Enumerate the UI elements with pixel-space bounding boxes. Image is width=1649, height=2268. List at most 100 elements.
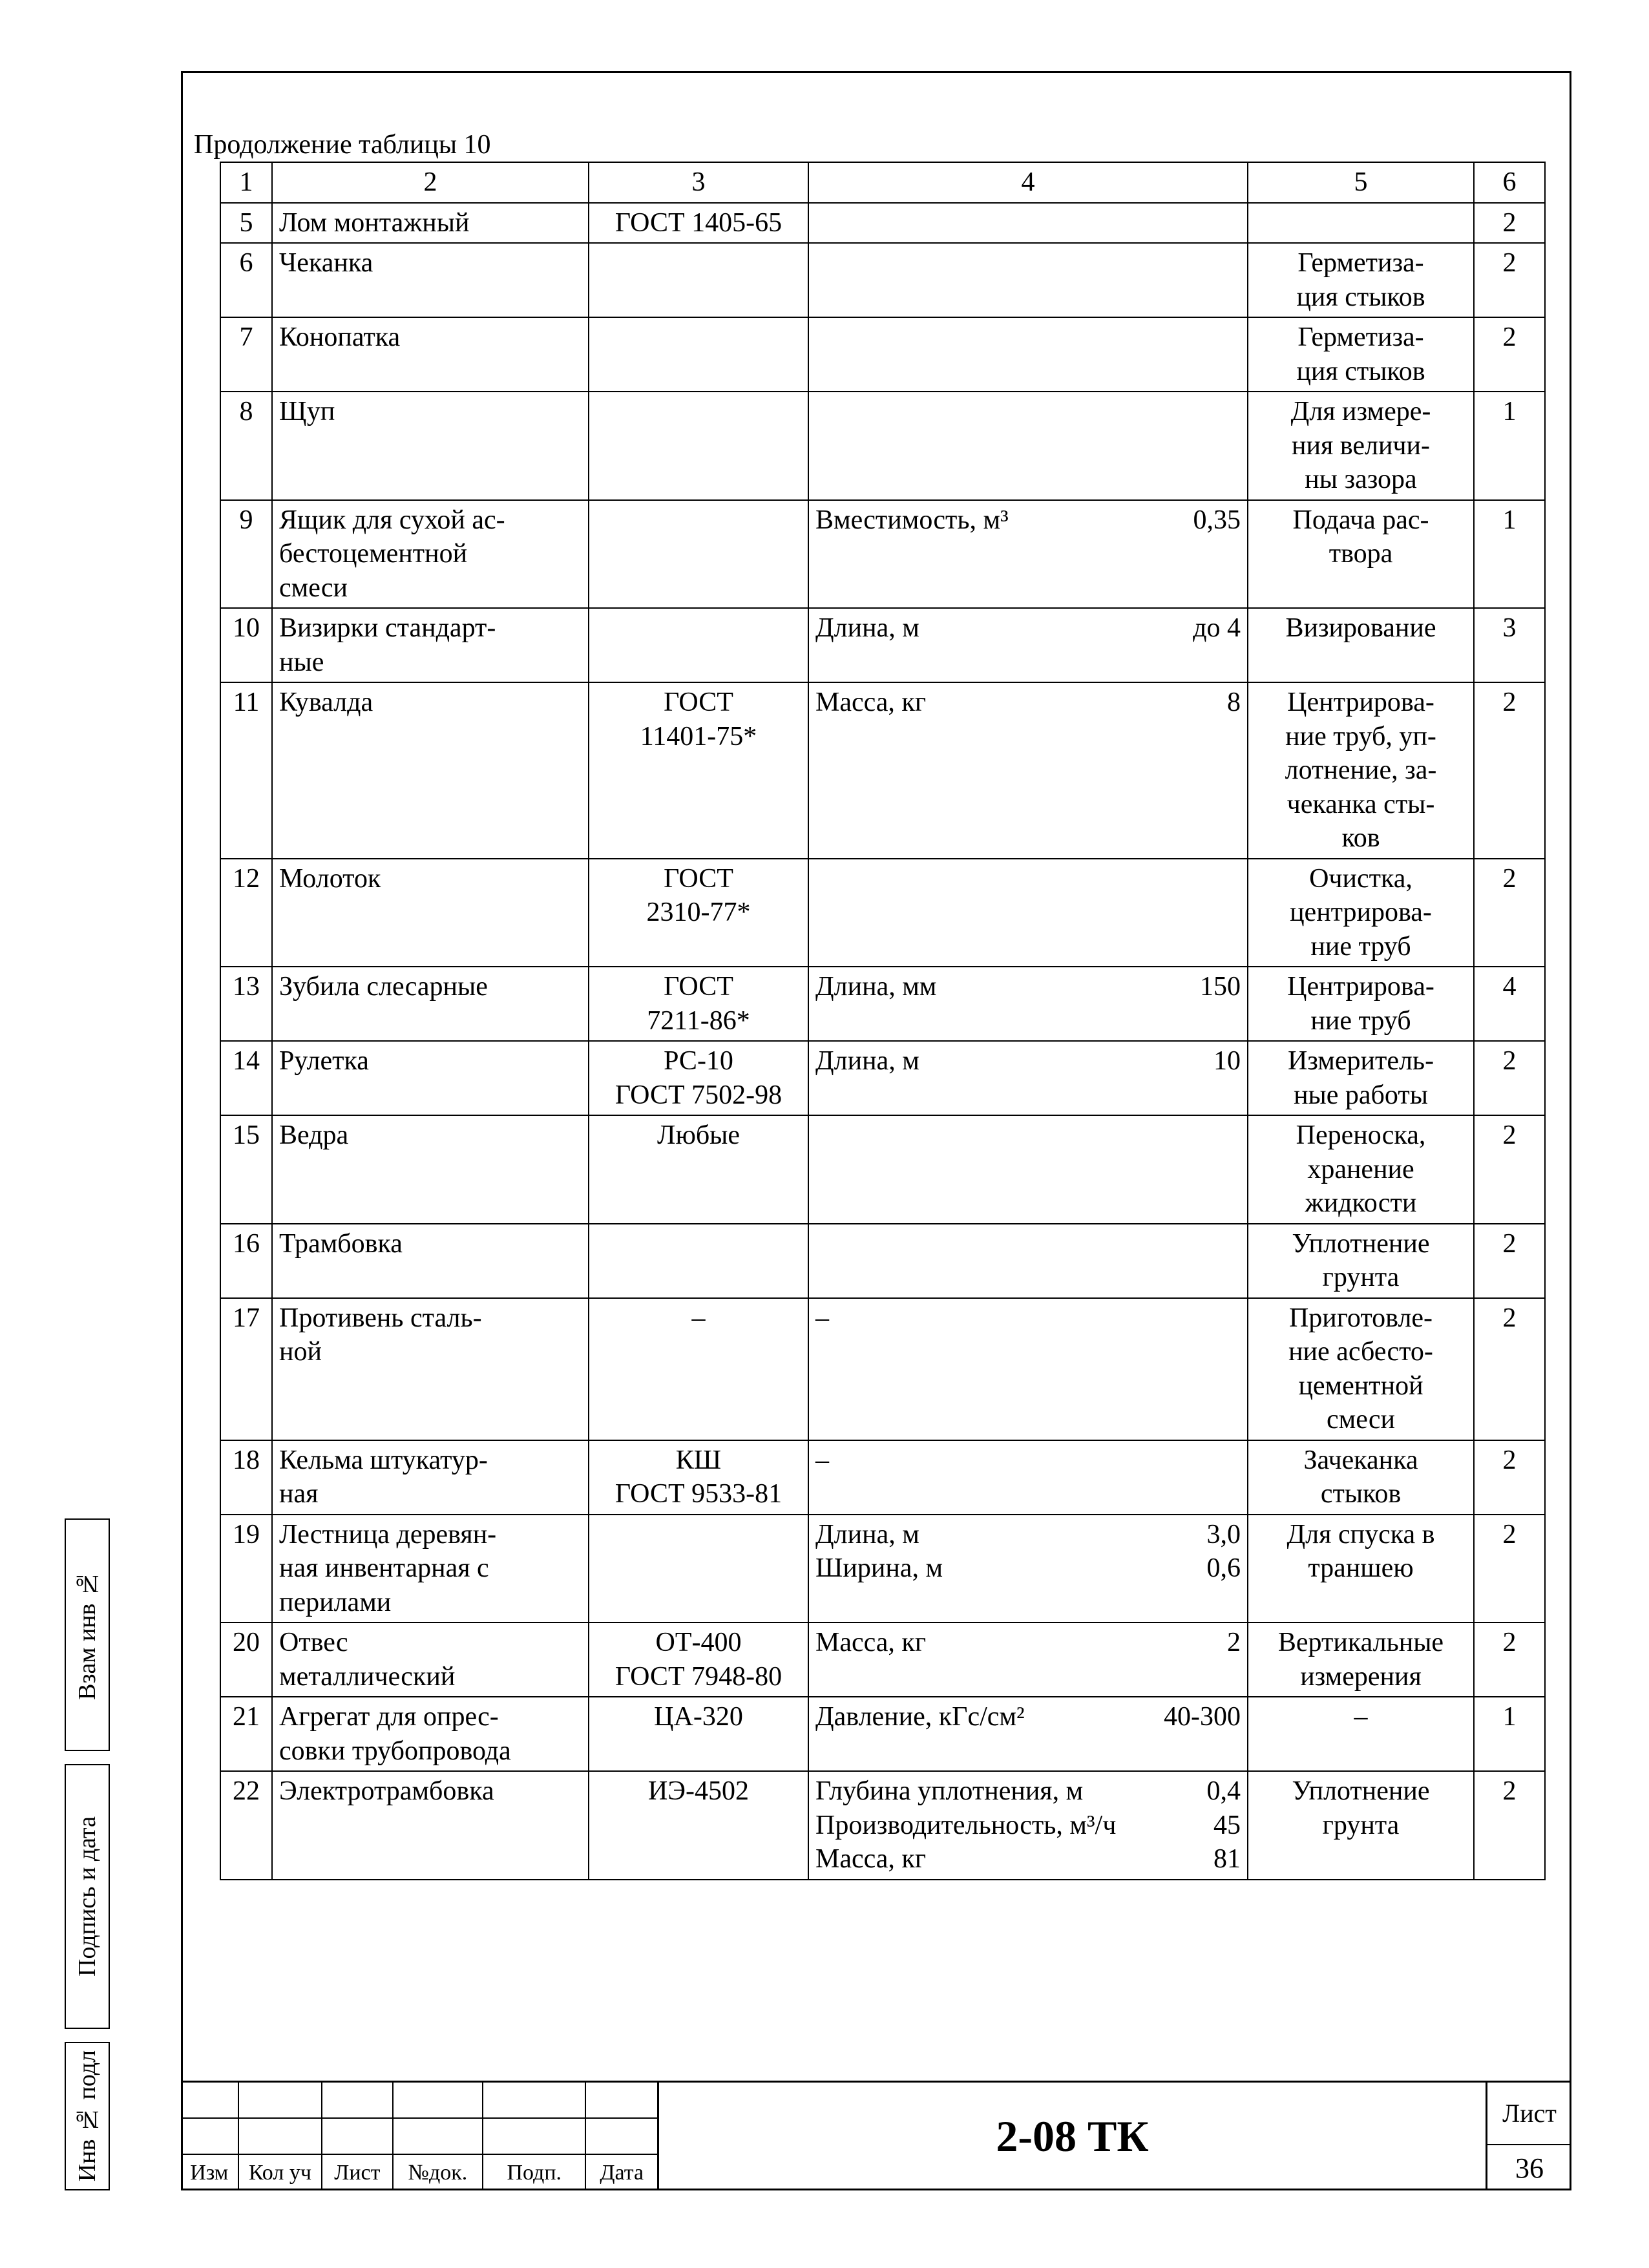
table-row: 15ВедраЛюбыеПереноска, хранение жидкости… [220,1115,1545,1224]
table-cell: – [808,1440,1248,1515]
table-cell [589,392,808,500]
table-cell: Подача рас- твора [1248,500,1474,609]
table-caption: Продолжение таблицы 10 [194,129,491,160]
col-header-6: 6 [1474,162,1545,203]
table-cell: Для спуска в траншею [1248,1515,1474,1623]
table-cell: 2 [1474,203,1545,244]
table-cell: ИЭ-4502 [589,1771,808,1880]
table-cell: ОТ-400 ГОСТ 7948-80 [589,1622,808,1697]
table-row: 19Лестница деревян- ная инвентарная с пе… [220,1515,1545,1623]
table-cell: Визирование [1248,608,1474,682]
table-cell: Переноска, хранение жидкости [1248,1115,1474,1224]
table-cell: 17 [220,1298,272,1440]
table-cell [808,203,1248,244]
table-cell: Ведра [272,1115,589,1224]
table-cell: 5 [220,203,272,244]
table-row: 17Противень сталь- ной––Приготовле- ние … [220,1298,1545,1440]
table-row: 21Агрегат для опрес- совки трубопроводаЦ… [220,1697,1545,1771]
table-cell: Электротрамбовка [272,1771,589,1880]
table-row: 9Ящик для сухой ас- бестоцементной смеси… [220,500,1545,609]
table-cell [589,500,808,609]
table-row: 7Конопатка Герметиза- ция стыков2 [220,317,1545,392]
table-cell: 2 [1474,859,1545,967]
table-cell: Масса, кг8 [808,682,1248,859]
col-header-4: 4 [808,162,1248,203]
table-cell: ГОСТ 11401-75* [589,682,808,859]
stamp-col-ndok: №док. [394,2155,483,2190]
table-cell [589,608,808,682]
table-cell: 2 [1474,243,1545,317]
table-cell [808,1115,1248,1224]
table-cell [589,1224,808,1298]
table-cell [589,317,808,392]
table-head: 1 2 3 4 5 6 [220,162,1545,203]
table-cell: Ящик для сухой ас- бестоцементной смеси [272,500,589,609]
table-cell: Уплотнение грунта [1248,1224,1474,1298]
stamp-col-koluch: Кол уч [239,2155,322,2190]
table-cell [589,243,808,317]
table-row: 6Чеканка Герметиза- ция стыков2 [220,243,1545,317]
table-cell: Герметиза- ция стыков [1248,317,1474,392]
table-cell [808,392,1248,500]
table-cell: Лестница деревян- ная инвентарная с пери… [272,1515,589,1623]
stamp-revision-block: Изм Кол уч Лист №док. Подп. Дата [181,2083,659,2190]
title-block: Изм Кол уч Лист №док. Подп. Дата 2-08 ТК… [181,2081,1571,2190]
col-header-3: 3 [589,162,808,203]
col-header-5: 5 [1248,162,1474,203]
table-cell: 10 [220,608,272,682]
table-cell: РС-10 ГОСТ 7502-98 [589,1041,808,1115]
table-cell: Щуп [272,392,589,500]
table-cell: Длина, м10 [808,1041,1248,1115]
table-cell [589,1515,808,1623]
table-row: 13Зубила слесарныеГОСТ 7211-86*Длина, мм… [220,967,1545,1041]
table-cell: 2 [1474,1115,1545,1224]
table-cell: 8 [220,392,272,500]
table-cell: 2 [1474,1515,1545,1623]
table-cell: 2 [1474,317,1545,392]
table-cell: – [589,1298,808,1440]
table-cell: 2 [1474,1771,1545,1880]
table-cell: – [808,1298,1248,1440]
table-cell: ЦА-320 [589,1697,808,1771]
sheet-label: Лист [1487,2083,1571,2145]
table-cell: Приготовле- ние асбесто- цементной смеси [1248,1298,1474,1440]
table-cell [1248,203,1474,244]
table-cell: Агрегат для опрес- совки трубопровода [272,1697,589,1771]
sheet-number: 36 [1487,2145,1571,2190]
document-code: 2-08 ТК [659,2083,1487,2190]
table-cell: Давление, кГс/см²40-300 [808,1697,1248,1771]
table-cell: 16 [220,1224,272,1298]
table-cell: 2 [1474,1224,1545,1298]
table-cell: Рулетка [272,1041,589,1115]
table-cell: Противень сталь- ной [272,1298,589,1440]
table-row: 14РулеткаРС-10 ГОСТ 7502-98Длина, м10Изм… [220,1041,1545,1115]
table-cell: Уплотнение грунта [1248,1771,1474,1880]
table-cell: 21 [220,1697,272,1771]
table-cell: ГОСТ 2310-77* [589,859,808,967]
sidebar-podpis-data: Подпись и дата [65,1764,110,2029]
table-cell: – [1248,1697,1474,1771]
table-row: 22ЭлектротрамбовкаИЭ-4502Глубина уплотне… [220,1771,1545,1880]
table-cell: Зачеканка стыков [1248,1440,1474,1515]
table-cell: Кувалда [272,682,589,859]
table-cell: 20 [220,1622,272,1697]
table-cell: 9 [220,500,272,609]
table-cell: 2 [1474,682,1545,859]
table-cell: 12 [220,859,272,967]
table-cell: 2 [1474,1622,1545,1697]
stamp-col-list: Лист [322,2155,394,2190]
table-cell: Для измере- ния величи- ны зазора [1248,392,1474,500]
table-row: 12МолотокГОСТ 2310-77*Очистка, центриров… [220,859,1545,967]
table-cell: Конопатка [272,317,589,392]
table-cell: 6 [220,243,272,317]
sidebar-inv-podl: Инв № подл [65,2042,110,2190]
table-cell: Герметиза- ция стыков [1248,243,1474,317]
table-cell [808,243,1248,317]
table-row: 10Визирки стандарт- ныеДлина, мдо 4Визир… [220,608,1545,682]
stamp-sheet: Лист 36 [1487,2083,1571,2190]
table-cell: Молоток [272,859,589,967]
table-cell: Чеканка [272,243,589,317]
table-cell: Длина, мдо 4 [808,608,1248,682]
table-cell [808,859,1248,967]
table-cell: 7 [220,317,272,392]
